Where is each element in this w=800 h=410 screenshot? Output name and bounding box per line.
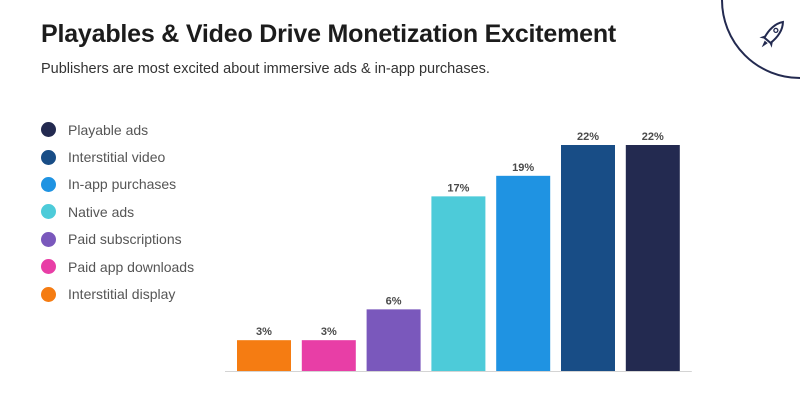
legend-item-interstitial-video: Interstitial video — [41, 143, 194, 170]
legend-swatch — [41, 122, 56, 138]
bar-paid-app-downloads — [301, 340, 356, 371]
bar-paid-subscriptions — [366, 309, 421, 371]
legend-label: Paid subscriptions — [68, 231, 182, 248]
bar-value-label: 3% — [321, 326, 337, 338]
bar-in-app-purchases — [496, 175, 551, 371]
legend-swatch — [41, 286, 56, 302]
legend-swatch — [41, 176, 56, 192]
legend-label: Interstitial video — [68, 149, 166, 166]
bar-interstitial-video — [561, 145, 615, 371]
bar-interstitial-display — [237, 340, 291, 371]
bars-layer: 3% 3% 6% 17% 19% 22% 22% — [237, 131, 680, 371]
legend-swatch — [41, 149, 56, 165]
legend-item-native-ads: Native ads — [41, 198, 194, 225]
chart-subtitle: Publishers are most excited about immers… — [41, 61, 490, 77]
bar-native-ads — [431, 196, 486, 371]
bar-value-label: 22% — [642, 131, 664, 143]
legend-label: Native ads — [68, 203, 135, 220]
legend-label: Interstitial display — [68, 286, 176, 303]
legend-item-paid-app-downloads: Paid app downloads — [41, 253, 194, 280]
bar-playable-ads — [625, 145, 680, 371]
legend-item-playable-ads: Playable ads — [41, 116, 194, 143]
bar-value-label: 6% — [386, 295, 402, 307]
legend-swatch — [41, 204, 56, 220]
legend-swatch — [41, 231, 56, 247]
bar-value-label: 17% — [447, 182, 469, 194]
legend-swatch — [41, 259, 56, 275]
legend-item-paid-subscriptions: Paid subscriptions — [41, 226, 194, 253]
chart-title: Playables & Video Drive Monetization Exc… — [41, 20, 617, 48]
legend-label: Playable ads — [68, 121, 149, 138]
legend-label: Paid app downloads — [68, 258, 195, 275]
chart-legend: Playable ads Interstitial video In-app p… — [41, 116, 194, 308]
bar-value-label: 19% — [512, 162, 534, 174]
legend-item-in-app-purchases: In-app purchases — [41, 171, 194, 198]
bar-value-label: 22% — [577, 131, 599, 143]
legend-item-interstitial-display: Interstitial display — [41, 280, 194, 307]
bar-value-label: 3% — [256, 326, 272, 338]
legend-label: In-app purchases — [68, 176, 177, 193]
